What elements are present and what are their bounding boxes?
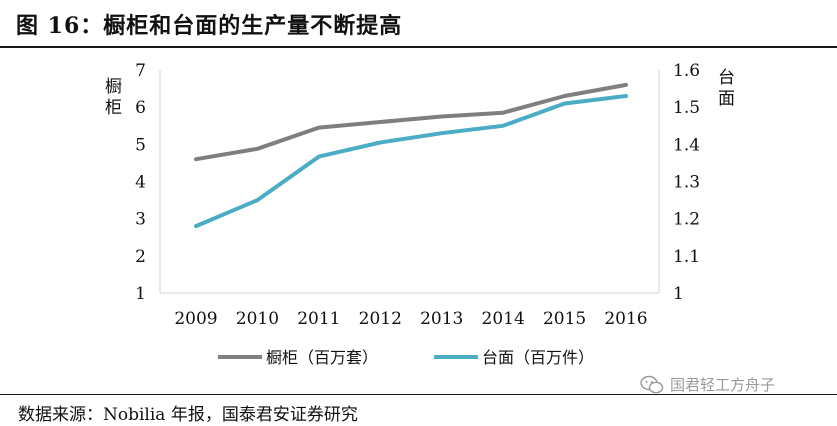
- right-tick-label: 1.4: [673, 135, 700, 155]
- x-tick-label: 2014: [482, 309, 525, 329]
- right-tick-label: 1.5: [673, 98, 700, 118]
- left-tick-label: 3: [135, 210, 146, 230]
- series-lines: [194, 82, 628, 229]
- left-tick-label: 1: [135, 284, 146, 304]
- watermark-text: 国君轻工方舟子: [670, 376, 776, 394]
- wechat-icon: [640, 375, 664, 393]
- x-tick-labels: 2009 2010 2011 2012 2013 2014 2015 2016: [174, 309, 647, 329]
- chart-title: 图 16：橱柜和台面的生产量不断提高: [16, 13, 403, 39]
- right-tick-label: 1.6: [673, 61, 700, 81]
- footer-divider: [0, 394, 837, 395]
- legend-label-cabinets: 橱柜（百万套）: [266, 348, 378, 367]
- x-tick-label: 2015: [543, 309, 586, 329]
- left-tick-label: 6: [135, 98, 146, 118]
- right-tick-label: 1.2: [673, 210, 700, 230]
- series-line-countertops: [194, 94, 628, 229]
- left-tick-label: 5: [135, 135, 146, 155]
- left-tick-label: 2: [135, 247, 146, 267]
- left-axis-label: 橱柜: [101, 77, 122, 119]
- left-tick-labels: 1 2 3 4 5 6 7: [135, 61, 146, 304]
- legend: 橱柜（百万套） 台面（百万件）: [218, 348, 594, 367]
- legend-item-countertops: 台面（百万件）: [434, 348, 594, 367]
- x-tick-label: 2016: [604, 309, 647, 329]
- left-tick-label: 4: [135, 173, 146, 193]
- watermark: 国君轻工方舟子: [640, 374, 775, 395]
- right-tick-label: 1.3: [673, 173, 700, 193]
- right-tick-labels: 1 1.1 1.2 1.3 1.4 1.5 1.6: [673, 61, 700, 304]
- legend-item-cabinets: 橱柜（百万套）: [218, 348, 378, 367]
- x-tick-label: 2013: [420, 309, 463, 329]
- x-tick-label: 2011: [297, 309, 340, 329]
- right-tick-label: 1: [673, 284, 684, 304]
- left-tick-label: 7: [135, 61, 146, 81]
- right-tick-label: 1.1: [673, 247, 700, 267]
- title-divider: [0, 46, 837, 48]
- x-tick-label: 2009: [174, 309, 217, 329]
- series-line-cabinets: [194, 82, 628, 162]
- legend-label-countertops: 台面（百万件）: [482, 348, 594, 367]
- x-tick-label: 2012: [359, 309, 402, 329]
- source-note: 数据来源：Nobilia 年报，国泰君安证券研究: [18, 405, 358, 425]
- right-axis-label: 台面: [714, 68, 735, 110]
- x-tick-label: 2010: [236, 309, 279, 329]
